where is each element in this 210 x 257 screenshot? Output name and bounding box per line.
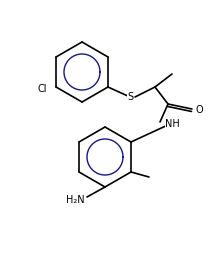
Text: Cl: Cl	[37, 84, 47, 94]
Text: S: S	[127, 92, 133, 102]
Text: O: O	[195, 105, 203, 115]
Text: H₂N: H₂N	[66, 195, 84, 205]
Text: NH: NH	[165, 119, 180, 129]
